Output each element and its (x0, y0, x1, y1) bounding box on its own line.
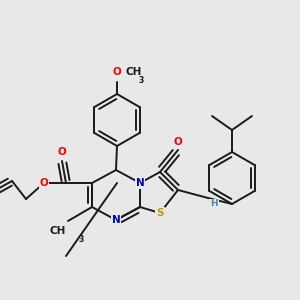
Text: O: O (174, 137, 182, 147)
Text: S: S (156, 208, 164, 218)
Text: O: O (112, 67, 122, 77)
Text: O: O (58, 147, 66, 157)
Text: N: N (136, 178, 144, 188)
Text: CH: CH (125, 67, 141, 77)
Text: 3: 3 (79, 235, 84, 244)
Text: N: N (112, 215, 120, 225)
Text: O: O (40, 178, 48, 188)
Text: 3: 3 (139, 76, 144, 85)
Text: CH: CH (50, 226, 66, 236)
Text: H: H (210, 200, 218, 208)
